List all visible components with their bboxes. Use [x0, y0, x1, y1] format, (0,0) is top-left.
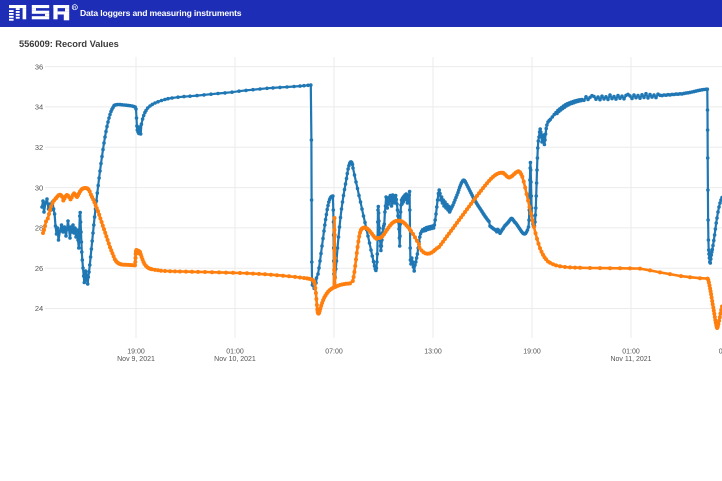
svg-text:28: 28 [35, 224, 43, 233]
svg-text:34: 34 [35, 103, 43, 112]
svg-text:Nov 10, 2021: Nov 10, 2021 [214, 356, 256, 363]
svg-text:Nov 11, 2021: Nov 11, 2021 [610, 356, 651, 363]
svg-text:26: 26 [35, 264, 43, 273]
svg-text:19:00: 19:00 [127, 349, 145, 356]
svg-text:30: 30 [35, 183, 43, 192]
svg-text:Nov 9, 2021: Nov 9, 2021 [117, 356, 155, 363]
svg-text:07:00: 07:00 [719, 349, 722, 356]
svg-text:R: R [73, 5, 77, 10]
svg-text:19:00: 19:00 [523, 349, 541, 356]
svg-text:13:00: 13:00 [424, 349, 442, 356]
svg-text:36: 36 [35, 62, 43, 71]
svg-text:01:00: 01:00 [622, 349, 640, 356]
svg-text:24: 24 [35, 304, 43, 313]
svg-text:32: 32 [35, 143, 43, 152]
svg-text:01:00: 01:00 [226, 349, 244, 356]
svg-text:07:00: 07:00 [325, 349, 343, 356]
